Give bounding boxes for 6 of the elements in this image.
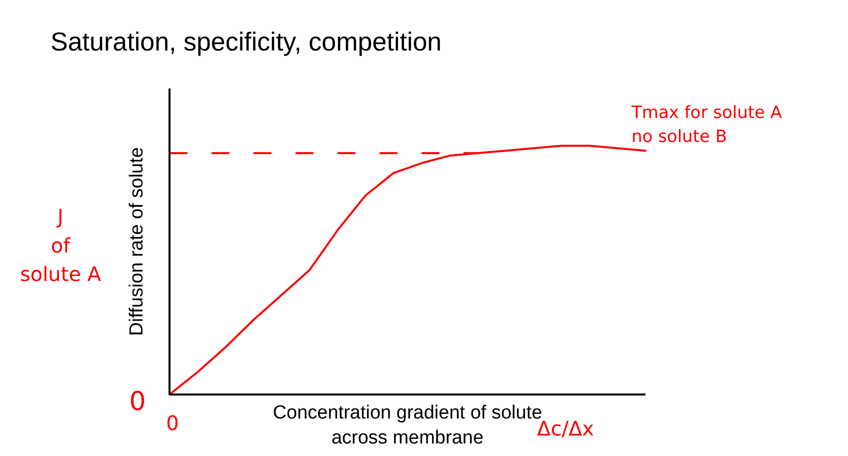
chart-title: Saturation, specificity, competition	[50, 26, 442, 56]
y-axis-title: Diffusion rate of solute	[126, 147, 148, 336]
text: 0	[166, 411, 179, 435]
text: 0	[129, 387, 146, 417]
text: J of solute A	[20, 204, 102, 286]
ref-line-label: Tmax for solute A no solute B	[630, 103, 782, 148]
